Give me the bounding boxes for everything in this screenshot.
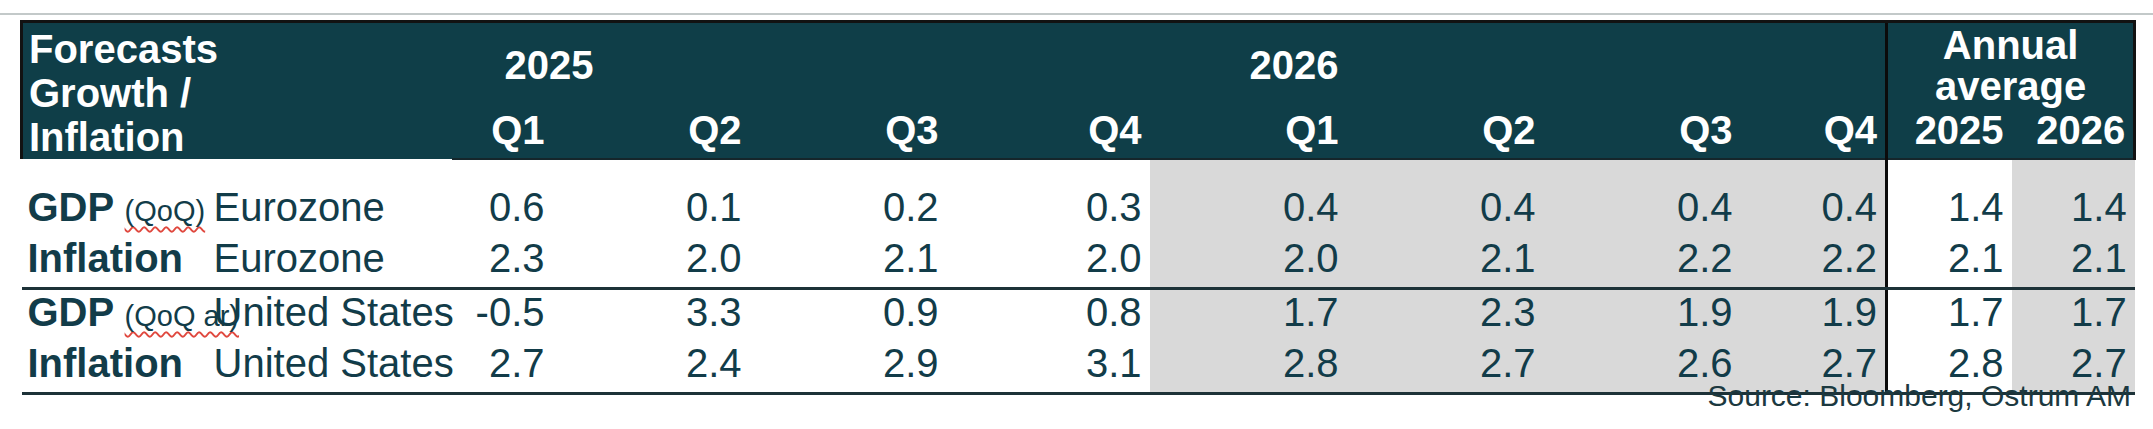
value-cell: 1.9 xyxy=(1741,289,1887,342)
annual-average-line-1: Annual xyxy=(1888,25,2133,66)
annual-year-header-2025: 2025 xyxy=(1887,108,2012,159)
metric-label: Inflation xyxy=(22,341,212,394)
annual-value-cell: 1.4 xyxy=(1887,185,2012,236)
corner-line-2: Growth / xyxy=(29,71,452,115)
annual-year-header-2026: 2026 xyxy=(2012,108,2135,159)
corner-line-1: Forecasts xyxy=(29,27,452,71)
table-row-inflation-eurozone: Inflation Eurozone 2.3 2.0 2.1 2.0 2.0 2… xyxy=(22,236,2135,289)
value-cell: 2.3 xyxy=(1347,289,1544,342)
metric-note: (QoQ) xyxy=(125,195,206,227)
spacer-cell xyxy=(1887,159,2012,185)
quarter-header-2026-q2: Q2 xyxy=(1347,108,1544,159)
header-year-row: Forecasts Growth / Inflation 2025 2026 A… xyxy=(22,22,2135,108)
metric-name: Inflation xyxy=(28,236,184,280)
year-2025-header: 2025 xyxy=(452,22,1150,108)
spacer-cell-shaded xyxy=(1150,159,1887,185)
region-label: United States xyxy=(212,289,452,342)
value-cell: 2.3 xyxy=(452,236,553,289)
quarter-header-2026-q3: Q3 xyxy=(1544,108,1741,159)
spacer-cell-shaded xyxy=(2012,159,2135,185)
annual-value-cell: 1.7 xyxy=(2012,289,2135,342)
quarter-header-2025-q3: Q3 xyxy=(750,108,947,159)
value-cell: 0.4 xyxy=(1544,185,1741,236)
metric-name: Inflation xyxy=(28,341,184,385)
metric-name: GDP xyxy=(28,185,114,229)
value-cell: 2.0 xyxy=(947,236,1150,289)
spacer-row xyxy=(22,159,2135,185)
top-divider-rule xyxy=(0,13,2153,15)
value-cell: 2.2 xyxy=(1741,236,1887,289)
value-cell: 0.8 xyxy=(947,289,1150,342)
value-cell: 1.7 xyxy=(1150,289,1347,342)
forecast-page: Forecasts Growth / Inflation 2025 2026 A… xyxy=(0,0,2153,429)
quarter-header-2026-q4: Q4 xyxy=(1741,108,1887,159)
value-cell: 2.0 xyxy=(1150,236,1347,289)
value-cell: 0.4 xyxy=(1741,185,1887,236)
annual-average-line-2: average xyxy=(1888,66,2133,107)
value-cell: 0.1 xyxy=(553,185,750,236)
annual-value-cell: 2.1 xyxy=(1887,236,2012,289)
region-label: Eurozone xyxy=(212,236,452,289)
annual-value-cell: 2.1 xyxy=(2012,236,2135,289)
value-cell: 3.3 xyxy=(553,289,750,342)
corner-line-3: Inflation xyxy=(29,115,452,159)
value-cell: 2.0 xyxy=(553,236,750,289)
quarter-header-2025-q1: Q1 xyxy=(452,108,553,159)
value-cell: 0.3 xyxy=(947,185,1150,236)
metric-label: GDP (QoQ ar) xyxy=(22,289,212,342)
table-row-gdp-united-states: GDP (QoQ ar) United States -0.5 3.3 0.9 … xyxy=(22,289,2135,342)
annual-average-header: Annual average xyxy=(1887,22,2135,108)
value-cell: 2.7 xyxy=(452,341,553,394)
metric-label: Inflation xyxy=(22,236,212,289)
value-cell: 2.2 xyxy=(1544,236,1741,289)
metric-label: GDP (QoQ) xyxy=(22,185,212,236)
annual-value-cell: 1.4 xyxy=(2012,185,2135,236)
value-cell: 2.7 xyxy=(1347,341,1544,394)
value-cell: 0.4 xyxy=(1150,185,1347,236)
forecast-table: Forecasts Growth / Inflation 2025 2026 A… xyxy=(20,20,2136,395)
year-2026-header: 2026 xyxy=(1150,22,1887,108)
annual-value-cell: 1.7 xyxy=(1887,289,2012,342)
value-cell: 2.4 xyxy=(553,341,750,394)
value-cell: 3.1 xyxy=(947,341,1150,394)
value-cell: 2.9 xyxy=(750,341,947,394)
source-note: Source: Bloomberg, Ostrum AM xyxy=(1708,379,2132,413)
table-row-gdp-eurozone: GDP (QoQ) Eurozone 0.6 0.1 0.2 0.3 0.4 0… xyxy=(22,185,2135,236)
region-label: United States xyxy=(212,341,452,394)
spacer-cell xyxy=(452,159,1150,185)
value-cell: 2.8 xyxy=(1150,341,1347,394)
quarter-header-2025-q4: Q4 xyxy=(947,108,1150,159)
spacer-cell xyxy=(22,159,452,185)
value-cell: 0.6 xyxy=(452,185,553,236)
value-cell: 0.2 xyxy=(750,185,947,236)
quarter-header-2025-q2: Q2 xyxy=(553,108,750,159)
value-cell: 0.9 xyxy=(750,289,947,342)
value-cell: 0.4 xyxy=(1347,185,1544,236)
metric-name: GDP xyxy=(28,290,114,334)
value-cell: 1.9 xyxy=(1544,289,1741,342)
region-label: Eurozone xyxy=(212,185,452,236)
value-cell: 2.1 xyxy=(750,236,947,289)
quarter-header-2026-q1: Q1 xyxy=(1150,108,1347,159)
corner-header: Forecasts Growth / Inflation xyxy=(22,22,452,160)
value-cell: 2.1 xyxy=(1347,236,1544,289)
value-cell: -0.5 xyxy=(452,289,553,342)
